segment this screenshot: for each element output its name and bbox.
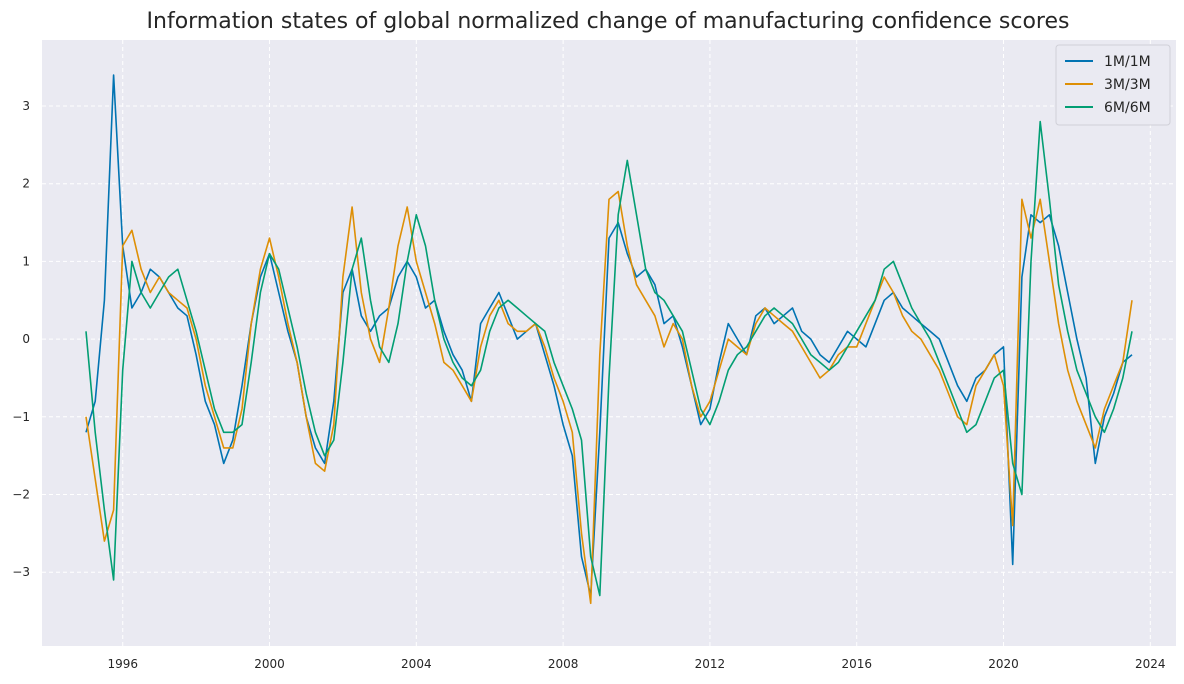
- legend-box: [1055, 44, 1171, 126]
- grid: [42, 40, 1176, 646]
- y-tick-label: 2: [22, 177, 30, 191]
- y-tick-label: 0: [22, 332, 30, 346]
- x-tick-label: 2000: [254, 657, 285, 671]
- y-tick-label: −1: [12, 410, 30, 424]
- x-axis: 1996 2000 2004 2008 2012 2016 2020 2024: [107, 657, 1165, 671]
- x-tick-label: 2012: [695, 657, 726, 671]
- x-tick-label: 2008: [548, 657, 579, 671]
- chart-title: Information states of global normalized …: [147, 9, 1070, 34]
- series-line-6m-6m: [85, 120, 1133, 597]
- x-tick-label: 2020: [988, 657, 1019, 671]
- x-tick-label: 1996: [107, 657, 138, 671]
- legend-label: 6M/6M: [1104, 100, 1151, 116]
- x-tick-label: 2004: [401, 657, 432, 671]
- y-tick-label: −3: [12, 565, 30, 579]
- series-lines: [85, 74, 1133, 605]
- y-axis: −3 −2 −1 0 1 2 3: [12, 99, 30, 579]
- legend: 1M/1M 3M/3M 6M/6M: [1055, 44, 1171, 126]
- x-tick-label: 2024: [1135, 657, 1166, 671]
- y-tick-label: 3: [22, 99, 30, 113]
- series-line-1m-1m: [85, 74, 1133, 597]
- plot-area: [42, 40, 1176, 646]
- legend-label: 1M/1M: [1104, 54, 1151, 70]
- y-tick-label: 1: [22, 254, 30, 268]
- legend-label: 3M/3M: [1104, 77, 1151, 93]
- y-tick-label: −2: [12, 488, 30, 502]
- series-line-3m-3m: [85, 190, 1133, 605]
- x-tick-label: 2016: [841, 657, 872, 671]
